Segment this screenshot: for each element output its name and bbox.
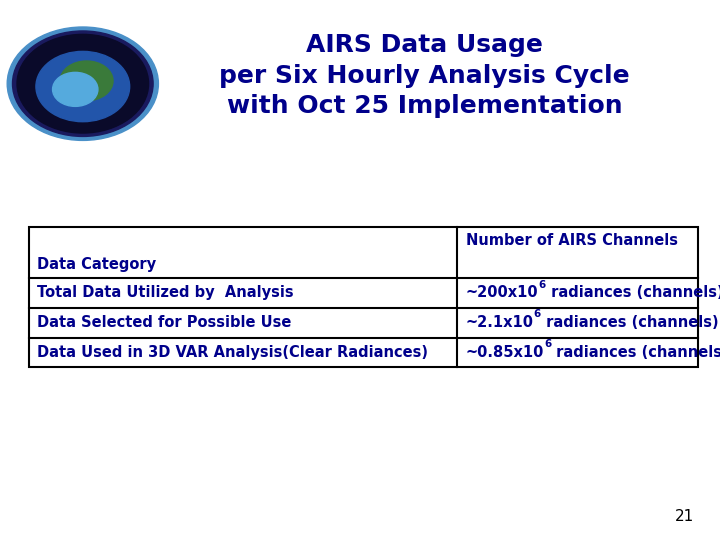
Text: Data Selected for Possible Use: Data Selected for Possible Use [37,315,292,330]
Text: radiances (channels): radiances (channels) [546,286,720,300]
Text: Data Category: Data Category [37,256,156,272]
Text: 6: 6 [544,339,552,349]
Bar [29,227,698,367]
Circle shape [36,51,130,122]
Text: 6: 6 [544,339,552,349]
Text: 6: 6 [534,309,541,319]
Circle shape [7,27,158,140]
Text: AIRS Data Usage
per Six Hourly Analysis Cycle
with Oct 25 Implementation: AIRS Data Usage per Six Hourly Analysis … [220,33,630,118]
Text: 6: 6 [534,309,541,319]
Text: radiances (channels): radiances (channels) [541,315,719,330]
Circle shape [17,35,148,133]
Text: 6: 6 [539,280,546,289]
Circle shape [53,72,98,106]
Text: Data Used in 3D VAR Analysis(Clear Radiances): Data Used in 3D VAR Analysis(Clear Radia… [37,345,428,360]
Text: Total Data Utilized by  Analysis: Total Data Utilized by Analysis [37,286,294,300]
Text: ~2.1x10: ~2.1x10 [466,315,534,330]
Circle shape [12,31,153,137]
Text: 21: 21 [675,509,693,524]
Text: Number of AIRS Channels: Number of AIRS Channels [466,233,678,248]
Text: ~0.85x10: ~0.85x10 [466,345,544,360]
Text: 6: 6 [539,280,546,289]
Circle shape [60,61,113,100]
Text: ~200x10: ~200x10 [466,286,539,300]
Text: radiances (channels): radiances (channels) [552,345,720,360]
